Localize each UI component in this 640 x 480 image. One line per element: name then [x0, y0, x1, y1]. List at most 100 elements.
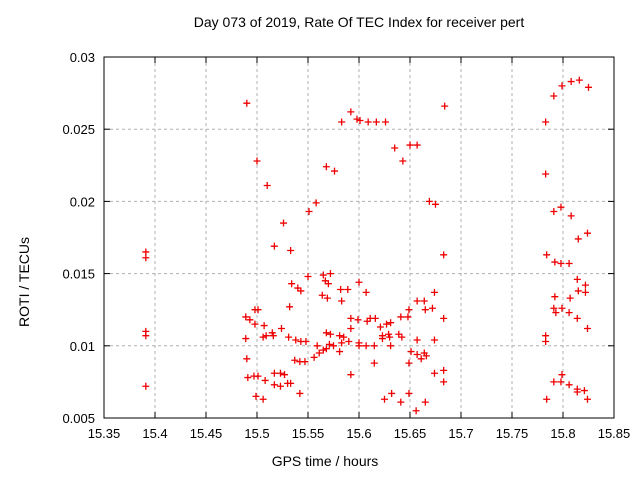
- data-point: [347, 108, 355, 116]
- x-tick-label: 15.6: [346, 426, 371, 441]
- data-point: [583, 229, 591, 237]
- data-point: [574, 235, 582, 243]
- data-point: [324, 280, 332, 288]
- data-point: [441, 102, 449, 110]
- data-point: [398, 333, 406, 341]
- data-point: [336, 332, 344, 340]
- data-point: [331, 167, 339, 175]
- data-point: [302, 337, 310, 345]
- data-point: [254, 372, 262, 380]
- data-point: [542, 170, 550, 178]
- data-point: [322, 329, 330, 337]
- y-tick-label: 0.005: [62, 411, 95, 426]
- data-point: [428, 304, 436, 312]
- data-point: [285, 333, 293, 341]
- data-point: [391, 144, 399, 152]
- data-point: [323, 294, 331, 302]
- data-point: [354, 316, 362, 324]
- data-point: [440, 314, 448, 322]
- data-point: [259, 333, 267, 341]
- x-tick-label: 15.8: [550, 426, 575, 441]
- data-point: [542, 118, 550, 126]
- data-point: [388, 389, 396, 397]
- data-point: [252, 392, 260, 400]
- data-point: [386, 333, 394, 341]
- data-point: [297, 287, 305, 295]
- data-point: [585, 83, 592, 91]
- x-tick-label: 15.7: [448, 426, 473, 441]
- data-point: [412, 407, 420, 415]
- data-point: [566, 294, 574, 302]
- data-point: [242, 335, 250, 343]
- x-tick-label: 15.75: [496, 426, 529, 441]
- data-point: [318, 291, 326, 299]
- data-point: [281, 371, 289, 379]
- data-point: [263, 182, 271, 190]
- data-point: [567, 212, 575, 220]
- data-point: [378, 335, 386, 343]
- data-point: [550, 304, 558, 312]
- data-point: [550, 378, 558, 386]
- x-tick-label: 15.45: [190, 426, 223, 441]
- data-point: [558, 82, 566, 90]
- data-point: [551, 258, 559, 266]
- data-point: [552, 309, 560, 317]
- data-point: [407, 348, 415, 356]
- data-point: [322, 345, 330, 353]
- y-tick-label: 0.03: [70, 50, 95, 65]
- data-point: [291, 356, 299, 364]
- data-point: [430, 369, 438, 377]
- x-tick-label: 15.4: [142, 426, 167, 441]
- data-point: [338, 339, 346, 347]
- x-tick-label: 15.85: [598, 426, 631, 441]
- data-point: [573, 314, 581, 322]
- data-point: [440, 251, 448, 259]
- data-point: [550, 92, 558, 100]
- data-point: [243, 99, 251, 107]
- data-point: [430, 288, 438, 296]
- data-point: [543, 251, 551, 259]
- data-point: [382, 118, 390, 126]
- data-point: [347, 314, 355, 322]
- data-point: [330, 342, 337, 350]
- data-point: [326, 270, 334, 278]
- data-point: [371, 314, 379, 322]
- data-point: [422, 352, 430, 360]
- data-point: [312, 199, 320, 207]
- data-point: [565, 381, 573, 389]
- data-point: [322, 163, 330, 171]
- data-point: [399, 157, 407, 165]
- data-point: [270, 369, 278, 377]
- y-axis-label-text: ROTI / TECUs: [16, 237, 32, 327]
- data-point: [581, 281, 589, 289]
- data-point: [142, 382, 150, 390]
- y-tick-label: 0.025: [62, 122, 95, 137]
- data-point: [355, 342, 363, 350]
- data-point: [347, 371, 355, 379]
- data-point: [246, 316, 254, 324]
- data-point: [287, 379, 295, 387]
- data-point: [261, 376, 269, 384]
- data-point: [260, 322, 268, 330]
- data-point: [567, 78, 575, 86]
- data-point: [344, 285, 352, 293]
- data-point: [242, 313, 250, 321]
- data-point: [376, 323, 384, 331]
- data-point: [413, 336, 421, 344]
- data-point: [397, 398, 405, 406]
- data-point: [558, 371, 566, 379]
- data-point: [142, 254, 150, 262]
- x-tick-label: 15.65: [394, 426, 427, 441]
- data-point: [355, 278, 363, 286]
- data-point: [301, 358, 309, 366]
- data-point: [430, 336, 438, 344]
- data-point: [326, 330, 334, 338]
- data-point: [353, 115, 361, 123]
- data-point: [432, 200, 439, 208]
- data-point: [421, 306, 429, 314]
- data-point: [286, 303, 294, 311]
- data-point: [287, 246, 295, 254]
- data-point: [397, 313, 405, 321]
- data-point: [573, 275, 581, 283]
